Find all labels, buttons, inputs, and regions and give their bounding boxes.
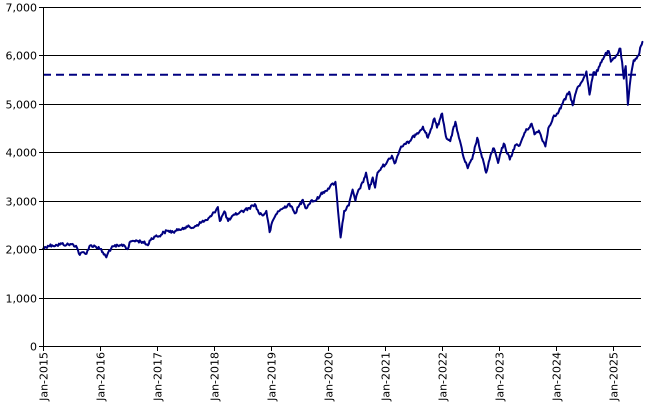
y-tick-label: 5,000: [6, 99, 38, 112]
y-tick-label: 6,000: [6, 50, 38, 63]
x-tick-label: Jan-2016: [95, 352, 108, 402]
x-tick-label: Jan-2020: [323, 352, 336, 402]
y-tick-labels: 0 1,000 2,000 3,000 4,000 5,000 6,000 7,000: [6, 2, 38, 354]
y-tick-label: 2,000: [6, 244, 38, 257]
y-tick-label: 3,000: [6, 196, 38, 209]
x-tick-label: Jan-2023: [494, 352, 507, 402]
x-tick-labels: Jan-2015 Jan-2016 Jan-2017 Jan-2018 Jan-2019…: [38, 352, 621, 402]
x-tick-label: Jan-2017: [152, 352, 165, 402]
x-tick-label: Jan-2025: [608, 352, 621, 402]
y-tick-label: 0: [30, 341, 37, 354]
x-tick-label: Jan-2021: [380, 352, 393, 402]
y-tick-label: 4,000: [6, 147, 38, 160]
y-tick-label: 7,000: [6, 2, 38, 15]
y-tick-label: 1,000: [6, 293, 38, 306]
x-tick-label: Jan-2018: [209, 352, 222, 402]
x-tick-label: Jan-2019: [266, 352, 279, 402]
x-tick-label: Jan-2022: [437, 352, 450, 402]
series-line-0: [42, 40, 644, 259]
x-tick-label: Jan-2015: [38, 352, 51, 402]
series-group: [42, 40, 644, 259]
gridlines: [43, 7, 641, 299]
x-tick-label: Jan-2024: [551, 352, 564, 402]
axes: [39, 7, 641, 351]
